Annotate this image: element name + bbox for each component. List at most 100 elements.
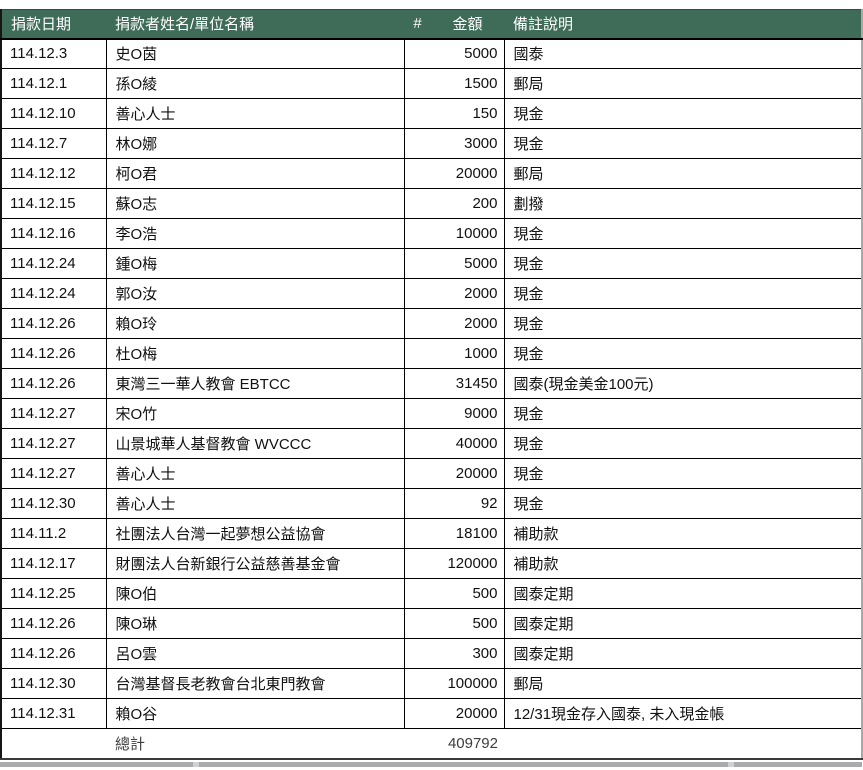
cell-note[interactable]: 國泰 xyxy=(503,38,863,69)
cell-date[interactable]: 114.11.2 xyxy=(0,518,107,549)
cell-amount[interactable]: 1500 xyxy=(431,68,505,99)
cell-date[interactable]: 114.12.24 xyxy=(0,278,107,309)
cell-date[interactable]: 114.12.16 xyxy=(0,218,107,249)
cell-amount[interactable]: 2000 xyxy=(431,278,505,309)
cell-name[interactable]: 善心人士 xyxy=(105,488,405,519)
cell-note[interactable]: 郵局 xyxy=(503,668,863,699)
cell-date[interactable]: 114.12.31 xyxy=(0,698,107,729)
cell-name[interactable]: 賴O谷 xyxy=(105,698,405,729)
cell-name[interactable]: 杜O梅 xyxy=(105,338,405,369)
cell-num[interactable] xyxy=(403,218,431,249)
cell-name[interactable]: 孫O綾 xyxy=(105,68,405,99)
cell-amount[interactable]: 10000 xyxy=(431,218,505,249)
cell-num[interactable] xyxy=(403,398,431,429)
cell-date[interactable]: 114.12.26 xyxy=(0,608,107,639)
cell-date[interactable]: 114.12.26 xyxy=(0,638,107,669)
cell-date[interactable]: 114.12.15 xyxy=(0,188,107,219)
cell-num[interactable] xyxy=(403,428,431,459)
cell-note[interactable]: 補助款 xyxy=(503,548,863,579)
total-label[interactable]: 總計 xyxy=(106,728,404,760)
cell-note[interactable]: 國泰定期 xyxy=(503,608,863,639)
cell-num[interactable] xyxy=(403,488,431,519)
total-empty-date[interactable] xyxy=(1,728,106,760)
cell-num[interactable] xyxy=(403,98,431,129)
cell-date[interactable]: 114.12.27 xyxy=(0,398,107,429)
cell-name[interactable]: 陳O伯 xyxy=(105,578,405,609)
cell-num[interactable] xyxy=(403,578,431,609)
cell-num[interactable] xyxy=(403,158,431,189)
cell-amount[interactable]: 40000 xyxy=(431,428,505,459)
cell-num[interactable] xyxy=(403,278,431,309)
cell-note[interactable]: 現金 xyxy=(503,98,863,129)
cell-num[interactable] xyxy=(403,38,431,69)
cell-amount[interactable]: 120000 xyxy=(431,548,505,579)
cell-num[interactable] xyxy=(403,638,431,669)
cell-date[interactable]: 114.12.25 xyxy=(0,578,107,609)
total-empty-note[interactable] xyxy=(504,728,862,760)
cell-name[interactable]: 山景城華人基督教會 WVCCC xyxy=(105,428,405,459)
cell-name[interactable]: 善心人士 xyxy=(105,458,405,489)
cell-amount[interactable]: 31450 xyxy=(431,368,505,399)
cell-name[interactable]: 宋O竹 xyxy=(105,398,405,429)
cell-num[interactable] xyxy=(403,248,431,279)
cell-name[interactable]: 柯O君 xyxy=(105,158,405,189)
cell-note[interactable]: 現金 xyxy=(503,278,863,309)
cell-note[interactable]: 劃撥 xyxy=(503,188,863,219)
cell-date[interactable]: 114.12.30 xyxy=(0,668,107,699)
cell-note[interactable]: 現金 xyxy=(503,128,863,159)
cell-amount[interactable]: 3000 xyxy=(431,128,505,159)
cell-num[interactable] xyxy=(403,338,431,369)
cell-note[interactable]: 國泰(現金美金100元) xyxy=(503,368,863,399)
cell-amount[interactable]: 9000 xyxy=(431,398,505,429)
cell-amount[interactable]: 150 xyxy=(431,98,505,129)
cell-date[interactable]: 114.12.26 xyxy=(0,368,107,399)
cell-name[interactable]: 呂O雲 xyxy=(105,638,405,669)
cell-num[interactable] xyxy=(403,188,431,219)
cell-note[interactable]: 補助款 xyxy=(503,518,863,549)
cell-note[interactable]: 國泰定期 xyxy=(503,578,863,609)
cell-amount[interactable]: 500 xyxy=(431,608,505,639)
cell-date[interactable]: 114.12.27 xyxy=(0,428,107,459)
cell-note[interactable]: 現金 xyxy=(503,428,863,459)
column-header-amount[interactable]: 金額 xyxy=(431,9,504,40)
cell-amount[interactable]: 200 xyxy=(431,188,505,219)
cell-amount[interactable]: 100000 xyxy=(431,668,505,699)
cell-date[interactable]: 114.12.7 xyxy=(0,128,107,159)
cell-name[interactable]: 財團法人台新銀行公益慈善基金會 xyxy=(105,548,405,579)
cell-date[interactable]: 114.12.10 xyxy=(0,98,107,129)
cell-date[interactable]: 114.12.3 xyxy=(0,38,107,69)
cell-note[interactable]: 國泰定期 xyxy=(503,638,863,669)
cell-amount[interactable]: 18100 xyxy=(431,518,505,549)
cell-name[interactable]: 陳O琳 xyxy=(105,608,405,639)
cell-date[interactable]: 114.12.26 xyxy=(0,308,107,339)
cell-note[interactable]: 現金 xyxy=(503,218,863,249)
cell-date[interactable]: 114.12.17 xyxy=(0,548,107,579)
cell-amount[interactable]: 1000 xyxy=(431,338,505,369)
cell-date[interactable]: 114.12.1 xyxy=(0,68,107,99)
cell-date[interactable]: 114.12.30 xyxy=(0,488,107,519)
cell-amount[interactable]: 500 xyxy=(431,578,505,609)
cell-note[interactable]: 現金 xyxy=(503,248,863,279)
cell-note[interactable]: 郵局 xyxy=(503,158,863,189)
cell-note[interactable]: 現金 xyxy=(503,398,863,429)
cell-num[interactable] xyxy=(403,458,431,489)
cell-amount[interactable]: 20000 xyxy=(431,158,505,189)
total-amount[interactable]: 409792 xyxy=(431,728,504,760)
column-header-date[interactable]: 捐款日期 xyxy=(1,9,106,40)
cell-name[interactable]: 蘇O志 xyxy=(105,188,405,219)
cell-date[interactable]: 114.12.26 xyxy=(0,338,107,369)
cell-name[interactable]: 台灣基督長老教會台北東門教會 xyxy=(105,668,405,699)
cell-num[interactable] xyxy=(403,698,431,729)
cell-num[interactable] xyxy=(403,668,431,699)
column-header-name[interactable]: 捐款者姓名/單位名稱 xyxy=(106,9,404,40)
cell-amount[interactable]: 5000 xyxy=(431,38,505,69)
column-header-note[interactable]: 備註說明 xyxy=(504,9,862,40)
cell-date[interactable]: 114.12.27 xyxy=(0,458,107,489)
cell-num[interactable] xyxy=(403,128,431,159)
cell-num[interactable] xyxy=(403,368,431,399)
column-header-num[interactable]: # xyxy=(404,9,431,40)
cell-note[interactable]: 現金 xyxy=(503,488,863,519)
cell-name[interactable]: 林O娜 xyxy=(105,128,405,159)
cell-num[interactable] xyxy=(403,68,431,99)
cell-name[interactable]: 李O浩 xyxy=(105,218,405,249)
